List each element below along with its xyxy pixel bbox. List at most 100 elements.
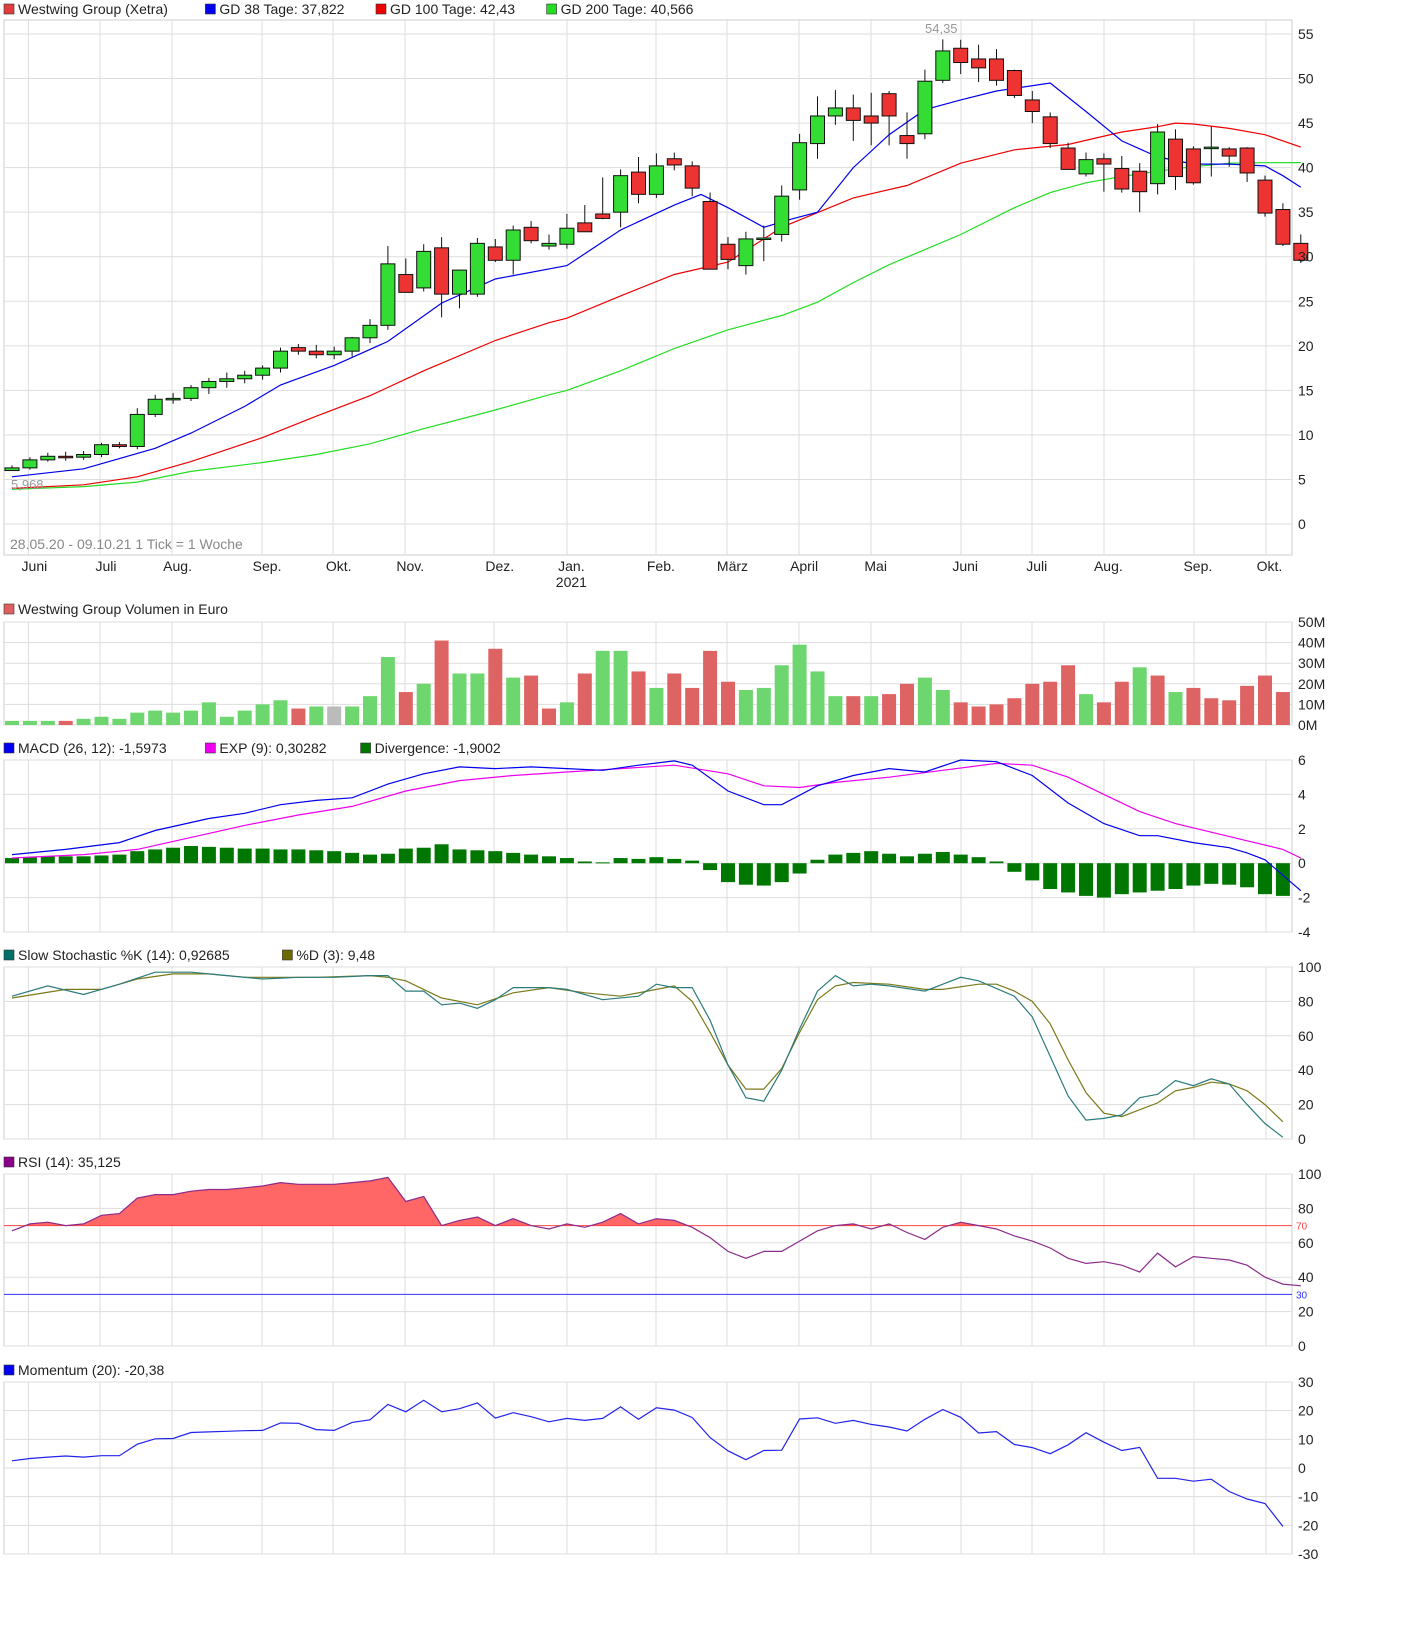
volume-bar bbox=[327, 706, 342, 725]
volume-bar bbox=[1258, 675, 1272, 725]
candle-down bbox=[845, 107, 861, 121]
candle-up bbox=[416, 250, 432, 289]
high-label: 54,35 bbox=[925, 21, 958, 36]
volume-bar bbox=[989, 704, 1004, 725]
divergence-bar bbox=[130, 851, 145, 864]
divergence-bar bbox=[380, 853, 395, 864]
volume-bar bbox=[828, 696, 843, 725]
stoch-y-tick-label: 60 bbox=[1298, 1028, 1314, 1044]
stoch-legend-label: Slow Stochastic %K (14): 0,92685 bbox=[18, 947, 230, 963]
stoch-legend-label: %D (3): 9,48 bbox=[296, 947, 375, 963]
candle-up bbox=[362, 324, 378, 339]
candle-up bbox=[738, 238, 754, 267]
divergence-bar bbox=[1258, 863, 1272, 895]
divergence-bar bbox=[721, 863, 735, 883]
volume-bar bbox=[792, 644, 807, 725]
volume-bar bbox=[595, 650, 610, 725]
divergence-bar bbox=[989, 861, 1004, 864]
volume-bar bbox=[649, 687, 664, 725]
divergence-bar bbox=[613, 858, 628, 864]
stoch-y-tick-label: 40 bbox=[1298, 1062, 1314, 1078]
candle-down bbox=[953, 47, 969, 64]
divergence-bar bbox=[559, 858, 574, 864]
macd-exp-line bbox=[11, 762, 1302, 859]
stoch-legend-swatch bbox=[3, 949, 15, 961]
candle-up bbox=[94, 444, 109, 456]
divergence-bar bbox=[309, 850, 324, 864]
price-panel-frame bbox=[3, 19, 1293, 556]
volume-bar bbox=[1132, 667, 1147, 725]
divergence-bar bbox=[184, 846, 198, 864]
divergence-bar bbox=[327, 851, 342, 864]
momentum-y-tick-label: 10 bbox=[1298, 1431, 1314, 1447]
price-y-tick-label: 30 bbox=[1298, 249, 1314, 265]
candle-up bbox=[183, 387, 199, 399]
divergence-bar bbox=[166, 847, 181, 864]
macd-legend-swatch bbox=[360, 742, 371, 754]
divergence-bar bbox=[58, 856, 73, 864]
volume-bar bbox=[1240, 685, 1255, 725]
momentum-y-tick-label: 0 bbox=[1298, 1460, 1306, 1476]
divergence-bar bbox=[416, 847, 431, 864]
price-y-tick-label: 15 bbox=[1298, 382, 1314, 398]
volume-bar bbox=[953, 702, 968, 725]
stoch-legend-swatch bbox=[282, 949, 293, 961]
candle-down bbox=[523, 226, 539, 242]
divergence-bar bbox=[846, 852, 861, 864]
volume-y-tick-label: 20M bbox=[1298, 676, 1325, 692]
divergence-bar bbox=[631, 858, 646, 864]
divergence-bar bbox=[542, 856, 556, 864]
candle-up bbox=[147, 398, 163, 415]
candle-down bbox=[487, 246, 503, 261]
candle-up bbox=[255, 367, 271, 376]
candle-down bbox=[1221, 148, 1237, 157]
divergence-bar bbox=[1204, 863, 1219, 884]
candle-up bbox=[774, 195, 790, 235]
volume-bar bbox=[398, 692, 413, 725]
divergence-bar bbox=[94, 855, 109, 864]
macd-y-tick-label: -4 bbox=[1298, 924, 1311, 940]
candle-down bbox=[1096, 158, 1112, 165]
volume-bar bbox=[1204, 698, 1219, 725]
volume-bar bbox=[452, 673, 467, 725]
divergence-bar bbox=[595, 862, 610, 864]
macd-y-tick-label: 2 bbox=[1298, 821, 1306, 837]
price-legend-label: GD 100 Tage: 42,43 bbox=[390, 1, 515, 17]
divergence-bar bbox=[667, 858, 682, 864]
candle-up bbox=[201, 380, 217, 389]
x-tick-label: Juni bbox=[22, 558, 48, 574]
volume-bar bbox=[309, 706, 324, 725]
candle-down bbox=[1275, 209, 1291, 245]
candle-down bbox=[631, 171, 646, 195]
stoch-y-tick-label: 20 bbox=[1298, 1097, 1314, 1113]
volume-bar bbox=[810, 671, 825, 725]
volume-bar bbox=[1168, 692, 1183, 725]
volume-bar bbox=[685, 687, 700, 725]
stoch-y-tick-label: 80 bbox=[1298, 993, 1314, 1009]
volume-bar bbox=[1007, 698, 1022, 725]
candle-down bbox=[398, 274, 414, 293]
volume-y-tick-label: 30M bbox=[1298, 655, 1325, 671]
x-tick-label: Aug. bbox=[1094, 558, 1123, 574]
candle-up bbox=[613, 175, 629, 213]
volume-bar bbox=[201, 702, 216, 725]
price-legend-swatch bbox=[546, 3, 557, 15]
volume-bar bbox=[291, 708, 306, 725]
volume-bar bbox=[1150, 675, 1165, 725]
volume-bar bbox=[130, 712, 145, 725]
volume-bar bbox=[559, 702, 574, 725]
candle-up bbox=[165, 397, 181, 401]
price-y-tick-label: 50 bbox=[1298, 71, 1314, 87]
candle-down bbox=[434, 247, 450, 295]
rsi-legend-swatch bbox=[3, 1156, 15, 1168]
divergence-bar bbox=[792, 863, 807, 874]
price-legend-swatch bbox=[375, 3, 387, 15]
divergence-bar bbox=[219, 847, 234, 864]
rsi-legend-label: RSI (14): 35,125 bbox=[18, 1154, 121, 1170]
candle-down bbox=[58, 455, 74, 459]
divergence-bar bbox=[273, 849, 288, 864]
candle-down bbox=[1042, 116, 1058, 145]
candle-down bbox=[1114, 168, 1130, 190]
candle-up bbox=[219, 378, 235, 382]
divergence-bar bbox=[953, 854, 968, 864]
